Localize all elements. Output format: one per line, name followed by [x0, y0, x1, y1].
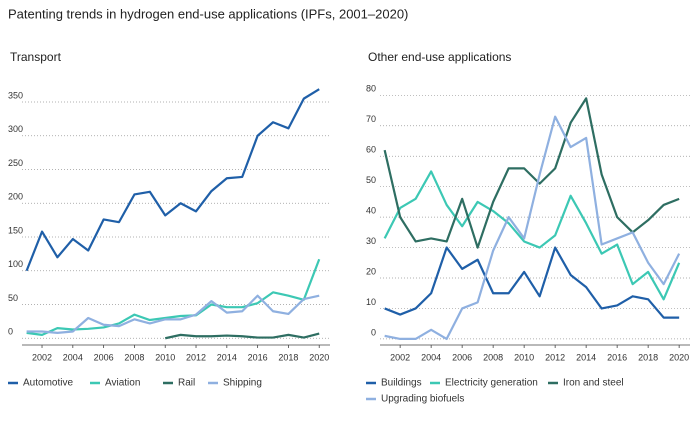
- y-tick-label: 80: [366, 84, 376, 94]
- series-line: [383, 170, 681, 301]
- x-tick-label: 2012: [545, 352, 565, 362]
- x-tick-label: 2002: [32, 352, 52, 362]
- x-tick-label: 2020: [309, 352, 329, 362]
- legend-label: Aviation: [105, 378, 140, 389]
- x-tick-label: 2010: [155, 352, 175, 362]
- panel-title: Other end-use applications: [368, 50, 511, 64]
- x-tick-label: 2016: [607, 352, 627, 362]
- y-tick-label: 10: [366, 297, 376, 307]
- legend-label: Shipping: [223, 378, 262, 389]
- y-tick-label: 50: [8, 293, 18, 303]
- series-line: [25, 88, 320, 272]
- y-tick-label: 30: [366, 236, 376, 246]
- x-tick-label: 2012: [186, 352, 206, 362]
- x-tick-label: 2018: [278, 352, 298, 362]
- y-tick-label: 0: [371, 327, 376, 337]
- x-tick-label: 2008: [124, 352, 144, 362]
- y-tick-label: 200: [8, 192, 23, 202]
- x-tick-label: 2004: [421, 352, 441, 362]
- legend-label: Automotive: [23, 378, 73, 389]
- y-tick-label: 250: [8, 158, 23, 168]
- legend-label: Upgrading biofuels: [381, 394, 464, 405]
- y-tick-label: 0: [8, 327, 13, 337]
- y-tick-label: 40: [366, 205, 376, 215]
- panel-title: Transport: [10, 50, 62, 64]
- series-line: [26, 294, 320, 334]
- legend-label: Buildings: [381, 378, 422, 389]
- y-tick-label: 300: [8, 124, 23, 134]
- y-tick-label: 20: [366, 266, 376, 276]
- x-tick-label: 2020: [669, 352, 689, 362]
- series-line: [384, 115, 681, 341]
- page-title: Patenting trends in hydrogen end-use app…: [8, 6, 408, 21]
- y-tick-label: 50: [366, 175, 376, 185]
- series-line: [383, 97, 680, 249]
- x-tick-label: 2004: [63, 352, 83, 362]
- x-tick-label: 2002: [390, 352, 410, 362]
- y-tick-label: 70: [366, 114, 376, 124]
- legend-label: Electricity generation: [445, 378, 538, 389]
- y-tick-label: 150: [8, 225, 23, 235]
- y-tick-label: 350: [8, 90, 23, 100]
- series-line: [384, 246, 680, 319]
- x-tick-label: 2010: [514, 352, 534, 362]
- x-tick-label: 2014: [217, 352, 237, 362]
- x-tick-label: 2008: [483, 352, 503, 362]
- series-line: [164, 332, 320, 340]
- x-tick-label: 2016: [248, 352, 268, 362]
- x-tick-label: 2006: [94, 352, 114, 362]
- y-tick-label: 60: [366, 145, 376, 155]
- legend-label: Rail: [178, 378, 195, 389]
- legend-label: Iron and steel: [563, 378, 624, 389]
- x-tick-label: 2014: [576, 352, 596, 362]
- x-tick-label: 2018: [638, 352, 658, 362]
- x-tick-label: 2006: [452, 352, 472, 362]
- y-tick-label: 100: [8, 259, 23, 269]
